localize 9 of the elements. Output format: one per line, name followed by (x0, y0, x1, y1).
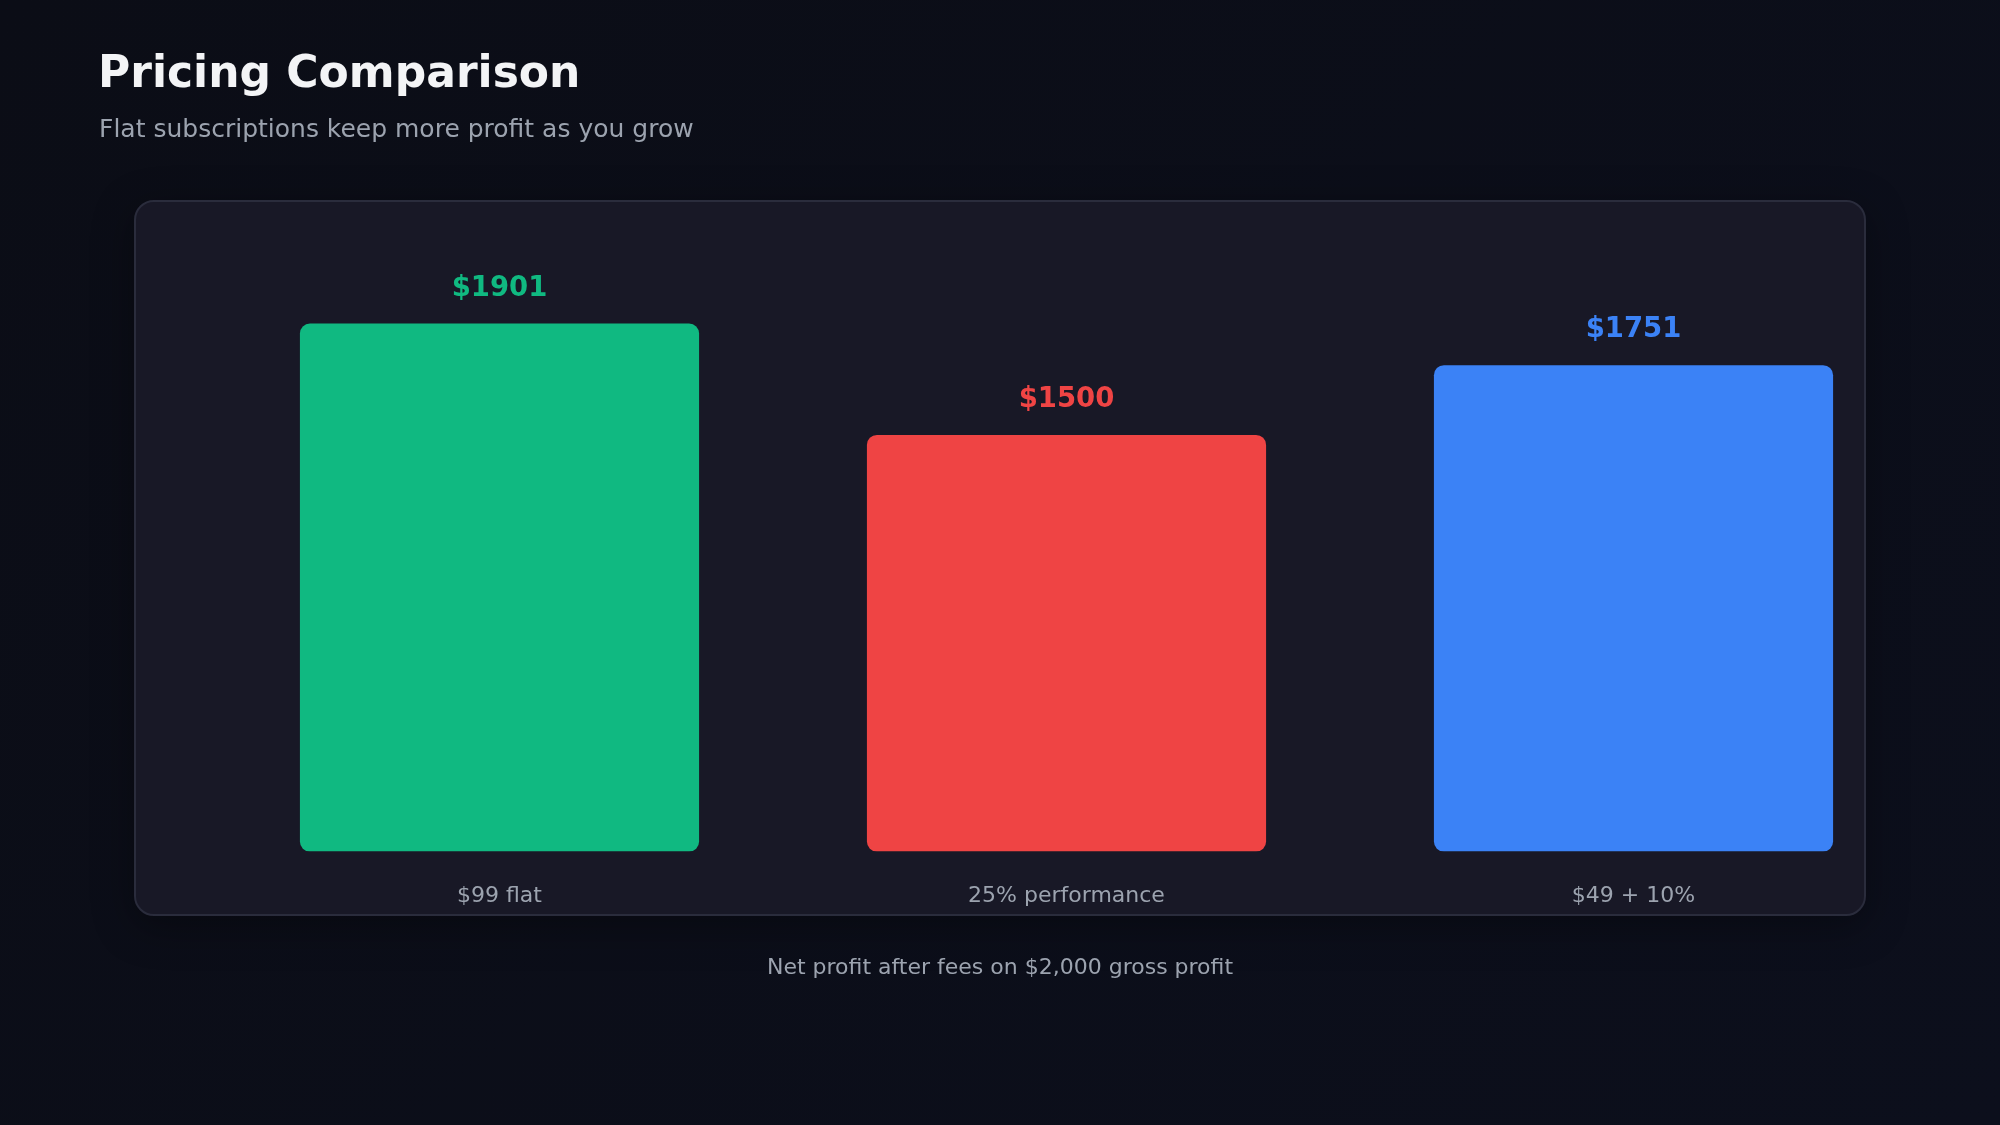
data-label: $1500 (1018, 381, 1115, 414)
text: Net profit after fees on $2,000 gross profit (765, 953, 1235, 981)
chart-subtitle: Flat subscriptions keep more profit as you grow (99, 114, 694, 144)
data-label: $1901 (451, 269, 548, 302)
x-tick-label: $49 + 10% (1571, 881, 1696, 907)
data-label: $1751 (1585, 311, 1682, 344)
x-tick-label: $99 flat (457, 881, 543, 907)
chart-title: Pricing Comparison (98, 46, 581, 99)
x-tick-label: 25% performance (968, 881, 1165, 907)
